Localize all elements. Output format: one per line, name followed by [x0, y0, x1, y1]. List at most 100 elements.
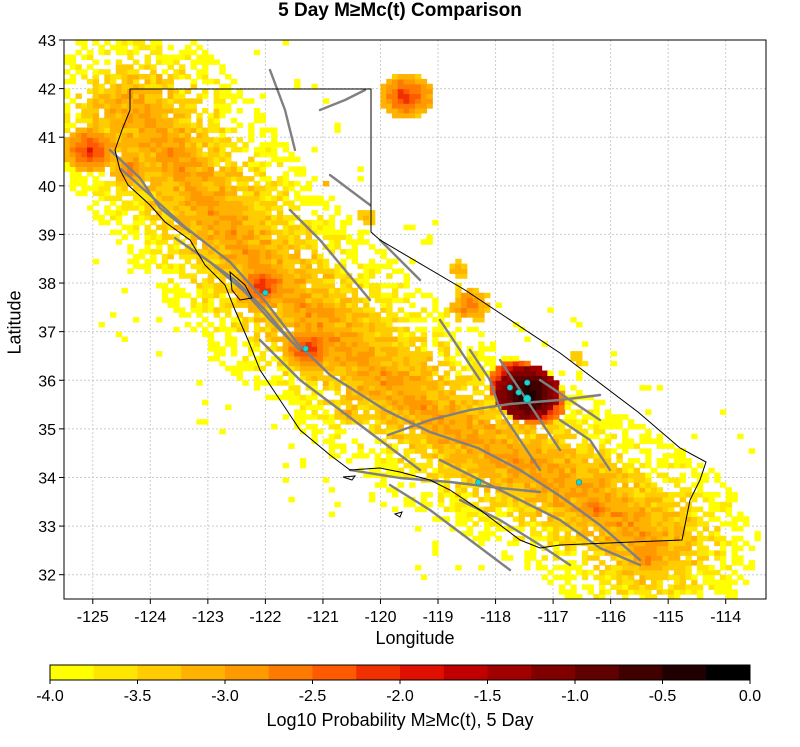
heatmap-cell: [305, 239, 313, 245]
heatmap-cell: [121, 108, 128, 114]
heatmap-cell: [599, 458, 606, 464]
heatmap-cell: [368, 336, 376, 342]
heatmap-cell: [530, 424, 537, 430]
heatmap-cell: [236, 321, 243, 328]
heatmap-cell: [219, 176, 226, 182]
heatmap-cell: [409, 365, 416, 372]
heatmap-cell: [184, 214, 192, 221]
heatmap-cell: [98, 151, 105, 158]
heatmap-cell: [253, 317, 261, 323]
heatmap-cell: [380, 253, 387, 260]
heatmap-cell: [368, 380, 376, 386]
heatmap-cell: [288, 292, 295, 299]
heatmap-cell: [553, 555, 560, 561]
heatmap-cell: [184, 49, 192, 56]
heatmap-cell: [420, 375, 428, 381]
heatmap-cell: [564, 443, 571, 449]
heatmap-cell: [639, 530, 646, 537]
heatmap-cell: [581, 472, 589, 479]
heatmap-cell: [639, 448, 646, 454]
heatmap-cell: [104, 146, 111, 153]
heatmap-cell: [64, 127, 71, 133]
heatmap-cell: [305, 292, 313, 299]
heatmap-cell: [236, 200, 243, 206]
heatmap-cell: [420, 355, 428, 362]
heatmap-cell: [627, 419, 635, 425]
heatmap-cell: [547, 472, 554, 479]
heatmap-cell: [639, 385, 646, 391]
heatmap-cell: [558, 438, 566, 445]
heatmap-cell: [115, 49, 123, 56]
heatmap-cell: [627, 506, 635, 513]
heatmap-cell: [161, 59, 169, 65]
heatmap-cell: [98, 142, 105, 148]
heatmap-cell: [150, 234, 157, 240]
heatmap-cell: [409, 409, 416, 415]
heatmap-cell: [478, 399, 485, 406]
heatmap-cell: [403, 370, 410, 376]
heatmap-cell: [438, 321, 445, 328]
heatmap-cell: [81, 176, 88, 182]
heatmap-cell: [553, 414, 560, 420]
heatmap-cell: [104, 112, 111, 119]
heatmap-cell: [639, 477, 646, 483]
heatmap-cell: [455, 375, 462, 381]
heatmap-cell: [190, 302, 197, 308]
heatmap-cell: [202, 326, 209, 333]
heatmap-cell: [391, 98, 399, 104]
heatmap-cell: [328, 380, 336, 386]
heatmap-cell: [656, 492, 664, 498]
heatmap-cell: [276, 214, 284, 221]
heatmap-cell: [489, 355, 497, 362]
heatmap-cell: [190, 64, 197, 70]
heatmap-cell: [253, 249, 261, 255]
heatmap-cell: [604, 409, 612, 415]
heatmap-cell: [248, 229, 255, 236]
heatmap-cell: [691, 511, 698, 517]
heatmap-cell: [87, 132, 94, 138]
heatmap-cell: [622, 564, 629, 571]
heatmap-cell: [133, 185, 140, 192]
heatmap-cell: [391, 346, 399, 352]
fault-offshore: [388, 483, 512, 572]
heatmap-cell: [426, 414, 433, 420]
heatmap-cell: [202, 88, 209, 95]
heatmap-cell: [547, 516, 554, 522]
heatmap-cell: [167, 205, 174, 211]
heatmap-cell: [581, 584, 589, 590]
heatmap-cell: [645, 555, 652, 561]
heatmap-cell: [242, 244, 249, 250]
heatmap-cell: [104, 69, 111, 75]
heatmap-cell: [121, 205, 128, 211]
heatmap-cell: [328, 487, 336, 493]
heatmap-cell: [115, 214, 123, 221]
heatmap-cell: [265, 263, 272, 270]
heatmap-cell: [564, 545, 571, 551]
heatmap-cell: [507, 472, 514, 479]
heatmap-cell: [570, 433, 577, 440]
heatmap-cell: [311, 219, 318, 226]
heatmap-cell: [610, 424, 617, 430]
heatmap-cell: [679, 516, 687, 522]
heatmap-cell: [696, 569, 704, 576]
heatmap-cell: [311, 224, 318, 231]
heatmap-cell: [64, 156, 71, 163]
heatmap-cell: [207, 54, 215, 61]
heatmap-cell: [288, 205, 295, 211]
heatmap-cell: [133, 69, 140, 75]
heatmap-cell: [104, 98, 111, 104]
heatmap-cell: [742, 564, 750, 571]
heatmap-cell: [472, 424, 479, 430]
heatmap-cell: [731, 550, 738, 556]
heatmap-cell: [368, 219, 376, 226]
heatmap-cell: [190, 234, 197, 240]
heatmap-cell: [564, 574, 571, 581]
heatmap-cell: [668, 496, 675, 503]
heatmap-cell: [633, 526, 641, 532]
heatmap-cell: [144, 258, 151, 265]
heatmap-cell: [190, 214, 197, 221]
heatmap-cell: [558, 511, 566, 517]
heatmap-cell: [253, 321, 261, 328]
heatmap-cell: [420, 103, 428, 109]
heatmap-cell: [622, 550, 629, 556]
